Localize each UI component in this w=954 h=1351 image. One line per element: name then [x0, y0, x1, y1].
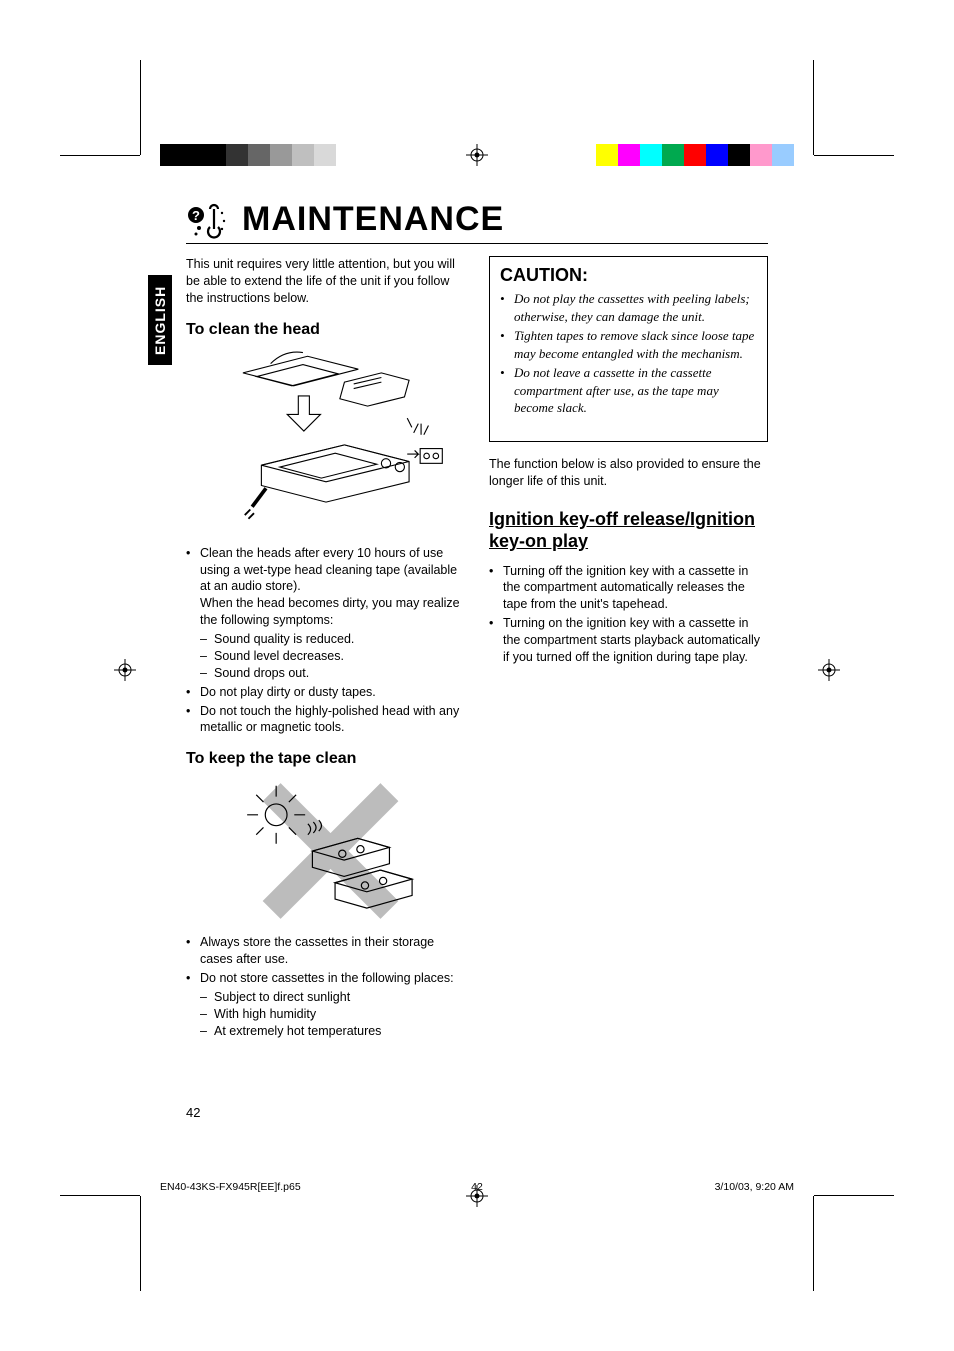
crop-mark: [140, 60, 141, 155]
registration-mark-icon: [466, 144, 488, 166]
swatch: [772, 144, 794, 166]
crop-mark: [814, 1195, 894, 1196]
swatch: [640, 144, 662, 166]
list-item: Sound drops out.: [200, 665, 465, 682]
text: Clean the heads after every 10 hours of …: [200, 546, 457, 594]
footer-date: 3/10/03, 9:20 AM: [715, 1181, 794, 1193]
swatch: [662, 144, 684, 166]
caution-list: Do not play the cassettes with peeling l…: [500, 290, 757, 417]
list-item: Sound quality is reduced.: [200, 631, 465, 648]
caution-box: CAUTION: Do not play the cassettes with …: [489, 256, 768, 442]
list-item: Do not leave a cassette in the cassette …: [500, 364, 757, 417]
page-title: MAINTENANCE: [242, 200, 504, 239]
list-item: With high humidity: [200, 1006, 465, 1023]
language-tab: ENGLISH: [148, 275, 172, 365]
caution-title: CAUTION:: [500, 265, 757, 286]
crop-mark: [813, 60, 814, 155]
list-item: Clean the heads after every 10 hours of …: [186, 545, 465, 682]
swatch: [248, 144, 270, 166]
swatch: [314, 144, 336, 166]
clean-head-list: Clean the heads after every 10 hours of …: [186, 545, 465, 737]
print-page: ENGLISH ? MAINTENANCE This unit requires…: [0, 0, 954, 1351]
heading-keep-tape-clean: To keep the tape clean: [186, 750, 465, 768]
maintenance-icon: ?: [186, 203, 230, 239]
heading-ignition: Ignition key-off release/Ignition key-on…: [489, 508, 768, 553]
print-footer: EN40-43KS-FX945R[EE]f.p65 42 3/10/03, 9:…: [160, 1181, 794, 1193]
list-item: Do not store cassettes in the following …: [186, 970, 465, 1040]
list-item: Always store the cassettes in their stor…: [186, 934, 465, 968]
page-number: 42: [186, 1105, 200, 1120]
swatch: [270, 144, 292, 166]
two-column-body: This unit requires very little attention…: [186, 256, 768, 1054]
list-item: Tighten tapes to remove slack since loos…: [500, 327, 757, 362]
crop-mark: [814, 155, 894, 156]
list-item: Do not touch the highly-polished head wi…: [186, 703, 465, 737]
text: Do not store cassettes in the following …: [200, 971, 454, 985]
grayscale-calibration-bar: [160, 144, 336, 166]
list-item: Subject to direct sunlight: [200, 989, 465, 1006]
figure-clean-head: [186, 345, 465, 533]
right-column: CAUTION: Do not play the cassettes with …: [489, 256, 768, 1054]
color-calibration-bar: [596, 144, 794, 166]
list-item: Do not play dirty or dusty tapes.: [186, 684, 465, 701]
swatch: [706, 144, 728, 166]
swatch: [618, 144, 640, 166]
heading-clean-head: To clean the head: [186, 321, 465, 339]
swatch: [204, 144, 226, 166]
ignition-list: Turning off the ignition key with a cass…: [489, 563, 768, 666]
svg-text:?: ?: [192, 208, 200, 223]
list-item: Sound level decreases.: [200, 648, 465, 665]
text: When the head becomes dirty, you may rea…: [200, 596, 460, 627]
content-area: ? MAINTENANCE This unit requires very li…: [186, 200, 768, 1054]
crop-mark: [140, 1196, 141, 1291]
symptom-list: Sound quality is reduced. Sound level de…: [200, 631, 465, 682]
footer-page: 42: [471, 1181, 483, 1193]
swatch: [596, 144, 618, 166]
list-item: At extremely hot temperatures: [200, 1023, 465, 1040]
places-list: Subject to direct sunlight With high hum…: [200, 989, 465, 1040]
left-column: This unit requires very little attention…: [186, 256, 465, 1054]
figure-keep-tape-clean: [186, 774, 465, 922]
list-item: Turning off the ignition key with a cass…: [489, 563, 768, 614]
list-item: Do not play the cassettes with peeling l…: [500, 290, 757, 325]
keep-tape-list: Always store the cassettes in their stor…: [186, 934, 465, 1039]
list-item: Turning on the ignition key with a casse…: [489, 615, 768, 666]
swatch: [226, 144, 248, 166]
crop-mark: [60, 1195, 140, 1196]
swatch: [750, 144, 772, 166]
crop-mark: [60, 155, 140, 156]
title-row: ? MAINTENANCE: [186, 200, 768, 244]
swatch: [182, 144, 204, 166]
after-caution-text: The function below is also provided to e…: [489, 456, 768, 490]
swatch: [160, 144, 182, 166]
intro-paragraph: This unit requires very little attention…: [186, 256, 465, 307]
footer-filename: EN40-43KS-FX945R[EE]f.p65: [160, 1181, 301, 1193]
crop-mark: [813, 1196, 814, 1291]
swatch: [292, 144, 314, 166]
registration-mark-icon: [114, 659, 136, 681]
registration-mark-icon: [818, 659, 840, 681]
swatch: [728, 144, 750, 166]
swatch: [684, 144, 706, 166]
